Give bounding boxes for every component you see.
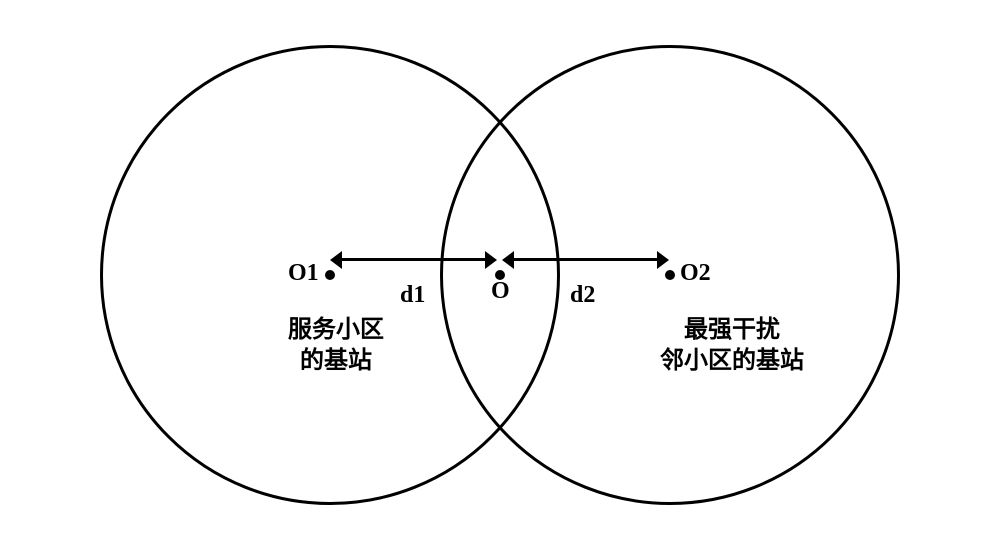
- label-d2: d2: [570, 282, 595, 309]
- label-o: O: [491, 278, 510, 305]
- arrow-d2-head-left: [502, 251, 514, 269]
- point-o1: [325, 270, 335, 280]
- arrow-d2-head-right: [657, 251, 669, 269]
- desc-left: 服务小区 的基站: [288, 315, 384, 377]
- venn-diagram: O1 O O2 d1 d2 服务小区 的基站 最强干扰 邻小区的基站: [0, 0, 1000, 550]
- desc-left-line1: 服务小区: [288, 317, 384, 343]
- desc-left-line2: 的基站: [300, 348, 372, 374]
- arrow-d1-head-right: [485, 251, 497, 269]
- point-o2: [665, 270, 675, 280]
- label-o1: O1: [288, 260, 319, 287]
- arrow-d1-line: [339, 258, 489, 261]
- label-o2: O2: [680, 260, 711, 287]
- desc-right-line1: 最强干扰: [684, 317, 780, 343]
- desc-right-line2: 邻小区的基站: [660, 348, 804, 374]
- arrow-d2-line: [511, 258, 661, 261]
- arrow-d1-head-left: [330, 251, 342, 269]
- desc-right: 最强干扰 邻小区的基站: [660, 315, 804, 377]
- label-d1: d1: [400, 282, 425, 309]
